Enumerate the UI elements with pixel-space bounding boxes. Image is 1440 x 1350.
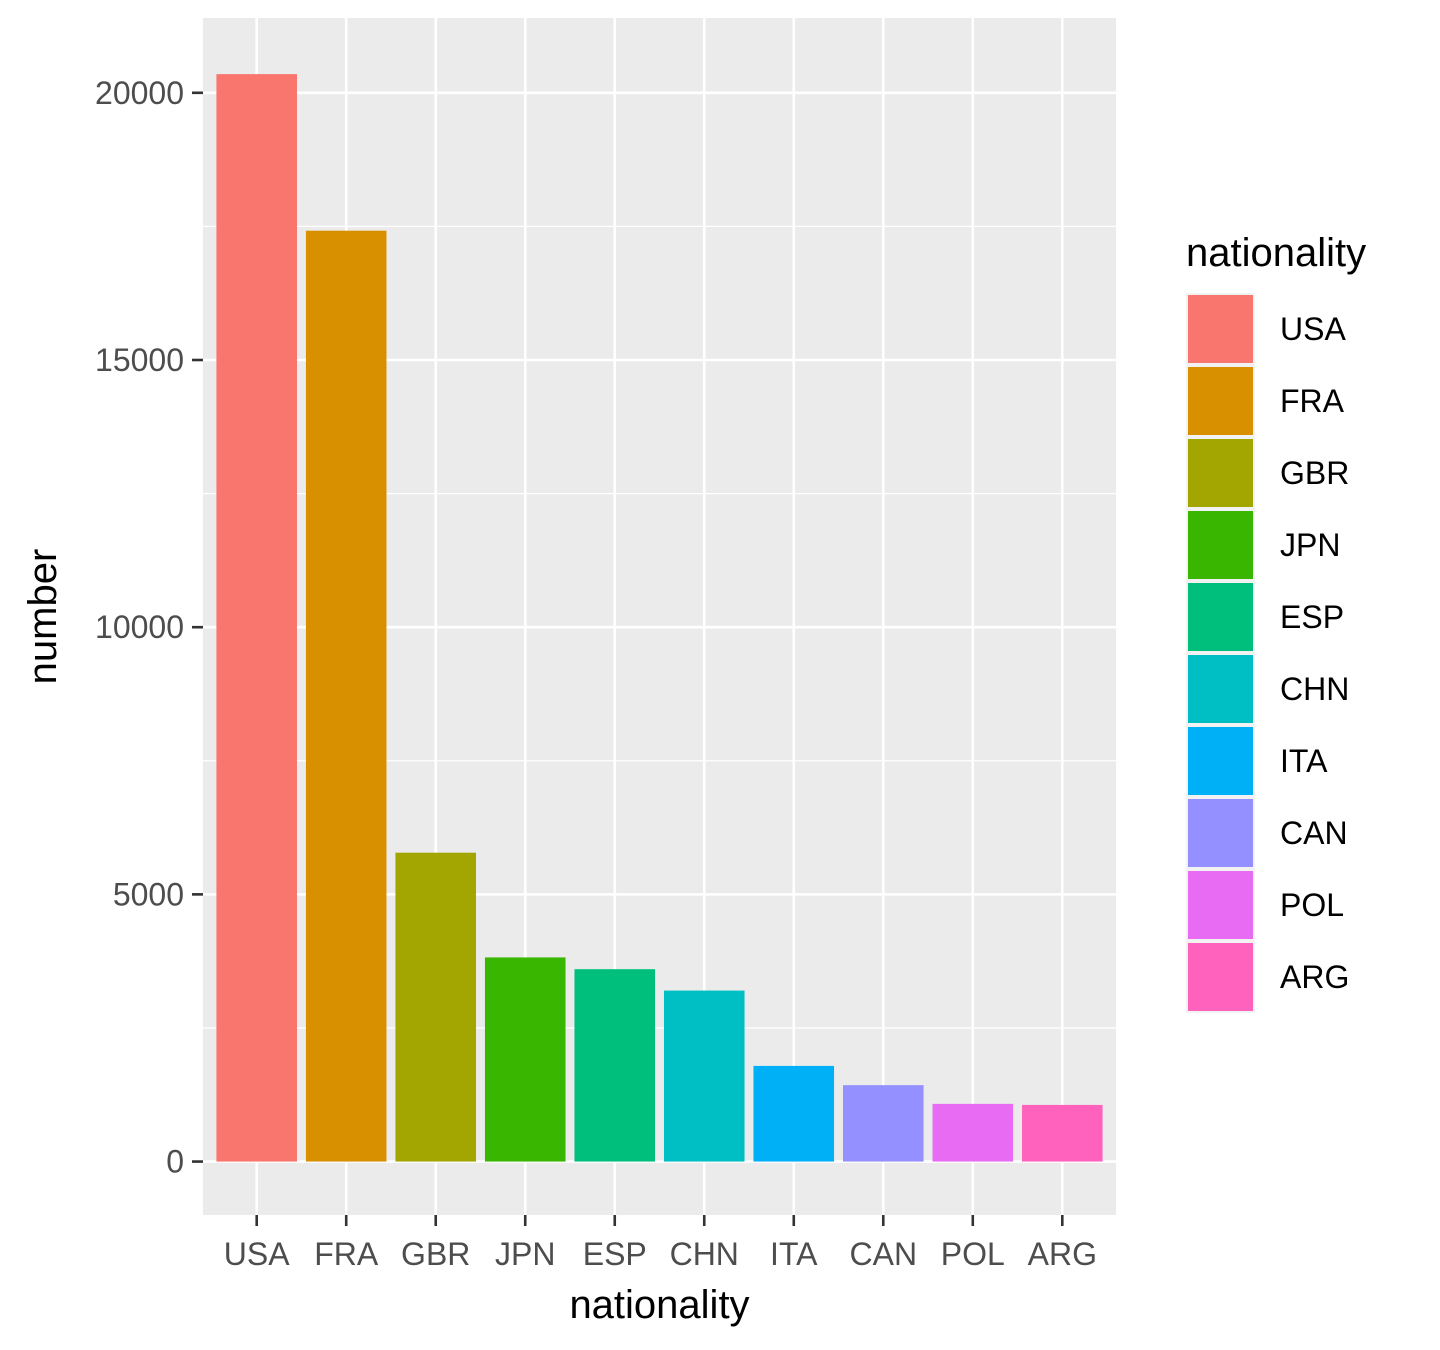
legend-label-gbr: GBR <box>1280 455 1349 491</box>
y-tick-label: 5000 <box>113 876 184 912</box>
legend-label-chn: CHN <box>1280 671 1349 707</box>
x-tick-label: ITA <box>770 1236 818 1272</box>
x-tick-label: CHN <box>670 1236 739 1272</box>
legend-swatch-gbr <box>1188 439 1253 507</box>
y-axis: 0 5000 10000 15000 20000 <box>95 75 203 1180</box>
bar-fra <box>305 230 387 1162</box>
y-tick-label: 0 <box>166 1144 184 1180</box>
x-tick-label: ESP <box>583 1236 647 1272</box>
legend-items: USA FRA GBR JPN ESP CHN ITA CAN POL ARG <box>1186 293 1349 1013</box>
x-tick-label: FRA <box>314 1236 379 1272</box>
legend-label-pol: POL <box>1280 887 1344 923</box>
y-tick-label: 10000 <box>95 609 184 645</box>
x-tick-label: ARG <box>1028 1236 1097 1272</box>
y-tick-label: 15000 <box>95 342 184 378</box>
legend-swatch-jpn <box>1188 511 1253 579</box>
legend-title: nationality <box>1186 231 1366 275</box>
legend-label-jpn: JPN <box>1280 527 1340 563</box>
x-tick-label: CAN <box>849 1236 917 1272</box>
x-axis-title: nationality <box>569 1283 749 1327</box>
x-tick-label: USA <box>224 1236 290 1272</box>
bar-jpn <box>484 957 566 1162</box>
bar-ita <box>753 1065 835 1162</box>
x-tick-label: GBR <box>401 1236 470 1272</box>
legend-swatch-pol <box>1188 871 1253 939</box>
legend-swatch-arg <box>1188 943 1253 1011</box>
legend-swatch-fra <box>1188 367 1253 435</box>
bar-chn <box>663 990 745 1162</box>
bar-gbr <box>395 852 477 1162</box>
y-axis-title: number <box>21 549 65 685</box>
bar-usa <box>216 74 297 1162</box>
bar-can <box>842 1085 924 1162</box>
bars-group <box>216 74 1103 1162</box>
legend: nationality USA FRA GBR JPN ESP CHN ITA CAN POL A… <box>1186 231 1366 1013</box>
legend-label-arg: ARG <box>1280 959 1349 995</box>
y-tick-label: 20000 <box>95 75 184 111</box>
legend-swatch-can <box>1188 799 1253 867</box>
x-tick-label: JPN <box>495 1236 555 1272</box>
bar-arg <box>1022 1104 1103 1162</box>
legend-label-ita: ITA <box>1280 743 1328 779</box>
legend-label-esp: ESP <box>1280 599 1344 635</box>
legend-label-usa: USA <box>1280 311 1346 347</box>
legend-label-can: CAN <box>1280 815 1348 851</box>
legend-swatch-esp <box>1188 583 1253 651</box>
legend-swatch-ita <box>1188 727 1253 795</box>
legend-swatch-usa <box>1188 295 1253 363</box>
x-tick-label: POL <box>941 1236 1005 1272</box>
x-axis: USA FRA GBR JPN ESP CHN ITA CAN POL ARG <box>224 1215 1097 1272</box>
bar-pol <box>932 1103 1014 1162</box>
legend-label-fra: FRA <box>1280 383 1345 419</box>
legend-swatch-chn <box>1188 655 1253 723</box>
bar-esp <box>574 969 656 1162</box>
